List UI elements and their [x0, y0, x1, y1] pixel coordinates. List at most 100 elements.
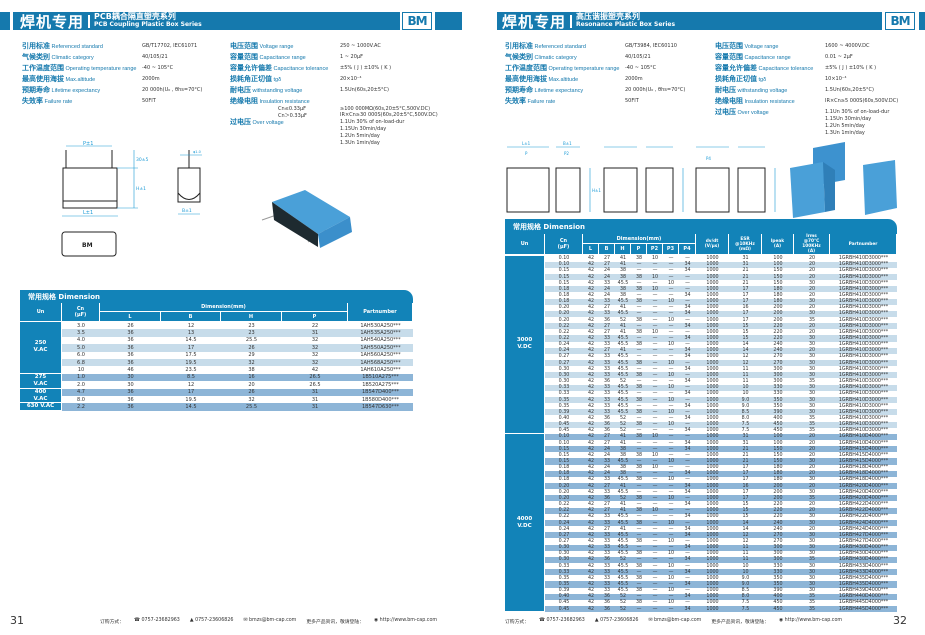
table-row: 4.7 36 17 26 31 1B547D400***	[62, 388, 413, 396]
table-cell: 41	[619, 348, 627, 354]
table-cell: 42	[587, 323, 595, 329]
table-cell: 1000	[706, 520, 719, 526]
spec-label: 气候类别 Climatic category	[505, 54, 577, 61]
table-cell: 38	[635, 274, 643, 280]
table-cell: 25.5	[245, 337, 258, 344]
table-row: 0.27 42 33 45.5 — — — 34 1000 12 270 30 1GRBH410D300…	[545, 353, 897, 361]
spec-label-en: Climatic category	[534, 55, 577, 61]
table-cell: 30	[808, 397, 816, 403]
table-cell: —	[652, 403, 658, 409]
table-cell: 52	[619, 428, 627, 434]
table-cell: 42	[587, 557, 595, 563]
table-cell: 180	[773, 299, 783, 305]
table-cell: 31	[311, 389, 319, 396]
table-cell: 1GRBH410D3000***	[838, 280, 889, 286]
spec-label: 引用标准 Referenced standard	[505, 43, 586, 50]
spec-label: 最高使用海拔 Max.altitude	[505, 76, 578, 83]
header-band	[13, 12, 400, 30]
table-cell: 33	[603, 551, 611, 557]
table-cell: —	[652, 262, 658, 268]
table-cell: 12	[742, 360, 749, 366]
table-cell: 34	[684, 262, 691, 268]
spec-value: GB/T17702, IEC61071	[142, 43, 198, 49]
table-cell: 33	[603, 514, 611, 520]
table-cell: —	[652, 514, 658, 520]
table-cell: 20	[808, 434, 816, 440]
table-cell: 17	[742, 489, 749, 495]
spec-item: 过电压 Over voltage 1.1Un 30% of on-load-dur	[230, 119, 404, 127]
table-cell: —	[668, 286, 674, 292]
table-cell: 1000	[706, 348, 719, 354]
table-cell: 1GRBH410D4000***	[838, 440, 889, 446]
table-cell: 10	[651, 452, 659, 458]
spec-label-cn: 过电压	[230, 119, 251, 126]
spec-label-cn: 失效率	[505, 98, 526, 105]
email-link[interactable]: ✉ bmzs@bm-cap.com	[648, 618, 701, 625]
website-link[interactable]: ◉ http://www.bm-cap.com	[374, 618, 437, 625]
table-cell: 42	[587, 465, 595, 471]
table-cell: —	[668, 391, 674, 397]
table-cell: 1000	[706, 440, 719, 446]
table-cell: 45.5	[617, 360, 629, 366]
table-cell: 1AH560A250***	[360, 352, 401, 359]
table-cell: 1AH535A250***	[360, 330, 401, 337]
header-cn: Cn (μF)	[545, 234, 583, 255]
spec-label-cn: 容量允许偏差	[230, 65, 272, 72]
table-row: 0.30 42 33 45.5 — — — 34 1000 11 300 30 1GRBH430D400…	[545, 544, 897, 551]
table-cell: 10	[667, 600, 675, 606]
spec-item: 绝缘电阻 Insulation resistance IR×Cn≥5 000S(6…	[715, 98, 898, 106]
table-cell: 52	[619, 495, 627, 501]
table-cell: 14.5	[185, 337, 197, 344]
table-cell: 0.20	[558, 483, 570, 489]
table-cell: 42	[587, 354, 595, 360]
table-cell: 17	[742, 292, 749, 298]
table-cell: —	[668, 354, 674, 360]
table-cell: —	[636, 280, 642, 286]
table-cell: 12	[187, 381, 195, 388]
table-cell: 0.30	[558, 551, 570, 557]
table-cell: 38	[619, 268, 627, 274]
spec-item: 耐电压 withstanding voltage 1.5Un(60s,20±5°C…	[230, 87, 389, 95]
table-cell: 20	[808, 286, 816, 292]
header-cn: Cn (μF)	[62, 303, 100, 322]
table-row: 5.0 36 17 26 32 1AH550A250***	[62, 344, 413, 352]
table-cell: —	[652, 268, 658, 274]
table-cell: 42	[587, 415, 595, 421]
table-cell: 36	[127, 359, 134, 366]
table-cell: 17.5	[185, 352, 197, 359]
front-view-drawing: P±1 L±1 H±1 30±5	[62, 141, 148, 217]
table-cell: 35	[808, 606, 816, 612]
table-cell: 200	[773, 305, 783, 311]
table-cell: 45.5	[617, 366, 629, 372]
table-cell: 34	[684, 532, 691, 538]
header-h: H	[221, 312, 282, 322]
table-cell: 10	[667, 588, 675, 594]
table-cell: 21	[742, 446, 749, 452]
table-cell: —	[636, 471, 642, 477]
table-cell: —	[652, 489, 658, 495]
table-cell: 4.0	[77, 337, 85, 344]
spec-value: 10×10⁻⁴	[825, 76, 847, 82]
table-cell: —	[685, 372, 690, 378]
table-cell: —	[668, 268, 674, 274]
insulation-condition: Cn≤0.33μF	[278, 106, 307, 112]
table-cell: 0.18	[558, 286, 570, 292]
table-cell: 33	[603, 336, 611, 341]
table-cell: 20	[808, 483, 816, 489]
table-cell: 13	[187, 330, 195, 337]
table-cell: —	[652, 477, 658, 483]
table-cell: 300	[773, 545, 783, 551]
table-cell: 1000	[706, 354, 719, 360]
table-cell: —	[636, 292, 642, 298]
website-link[interactable]: ◉ http://www.bm-cap.com	[779, 618, 842, 625]
table-cell: 10	[667, 409, 675, 415]
table-cell: 36	[603, 606, 611, 612]
phone-number: ☎ 0757-23682963	[539, 618, 585, 625]
table-cell: —	[652, 336, 658, 341]
table-cell: 1GRBH424D4000***	[838, 526, 889, 532]
table-cell: 42	[587, 502, 595, 508]
table-cell: —	[636, 483, 642, 489]
table-cell: 20	[808, 329, 816, 335]
table-cell: 9.0	[741, 397, 750, 403]
email-link[interactable]: ✉ bmzs@bm-cap.com	[243, 618, 296, 625]
